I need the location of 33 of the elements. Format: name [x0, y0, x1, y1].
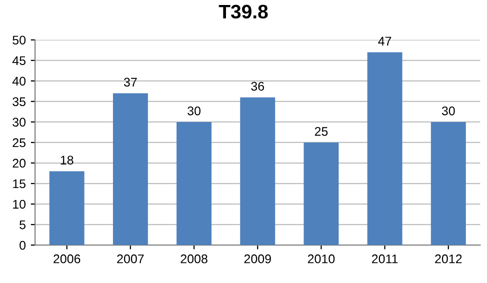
y-tick-label: 5 — [20, 220, 26, 230]
data-label: 18 — [60, 156, 74, 165]
bar — [367, 52, 402, 246]
x-tick-label: 2012 — [435, 254, 462, 264]
y-tick-label: 25 — [12, 138, 26, 148]
y-tick-label: 30 — [12, 118, 26, 127]
bar — [430, 122, 466, 246]
y-tick-label: 20 — [12, 158, 26, 168]
data-label: 36 — [251, 82, 264, 91]
x-tick-label: 2006 — [54, 254, 80, 264]
data-label: 25 — [314, 127, 328, 136]
bar — [304, 142, 339, 246]
x-tick-label: 2007 — [117, 254, 144, 264]
y-tick-label: 10 — [13, 200, 26, 209]
x-tick-label: 2008 — [180, 254, 208, 264]
y-tick-label: 0 — [20, 240, 26, 250]
bar — [176, 122, 212, 246]
x-tick-label: 2011 — [372, 254, 398, 264]
bar — [112, 93, 148, 246]
data-label: 37 — [124, 78, 137, 87]
x-tick-label: 2009 — [244, 254, 271, 264]
data-label: 47 — [378, 36, 392, 46]
chart-title: T39.8 — [218, 4, 268, 19]
data-label: 30 — [442, 106, 455, 116]
x-tick-label: 2010 — [308, 254, 335, 264]
y-tick-label: 45 — [12, 56, 26, 66]
y-tick-label: 40 — [12, 76, 26, 86]
bar — [240, 97, 276, 246]
y-tick-label: 35 — [12, 97, 26, 106]
y-tick-label: 50 — [12, 36, 26, 45]
y-tick-label: 15 — [13, 179, 26, 188]
bar — [49, 171, 84, 246]
data-label: 30 — [188, 106, 200, 116]
